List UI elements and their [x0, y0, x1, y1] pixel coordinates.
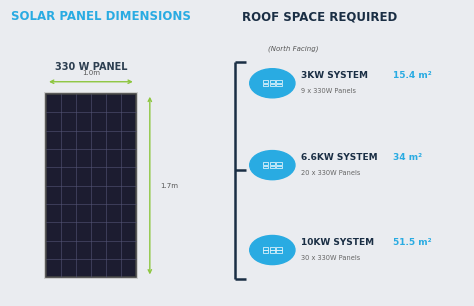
FancyBboxPatch shape — [276, 162, 282, 165]
FancyBboxPatch shape — [270, 80, 275, 83]
FancyBboxPatch shape — [276, 166, 282, 168]
FancyBboxPatch shape — [270, 84, 275, 86]
FancyBboxPatch shape — [263, 84, 268, 86]
Circle shape — [250, 151, 295, 180]
Text: 34 m²: 34 m² — [392, 153, 422, 162]
Text: 51.5 m²: 51.5 m² — [392, 238, 431, 247]
FancyBboxPatch shape — [263, 166, 268, 168]
FancyBboxPatch shape — [276, 84, 282, 86]
FancyBboxPatch shape — [270, 251, 275, 253]
Text: (North Facing): (North Facing) — [268, 45, 319, 52]
Circle shape — [250, 69, 295, 98]
Text: 9 x 330W Panels: 9 x 330W Panels — [301, 88, 356, 94]
Text: 10KW SYSTEM: 10KW SYSTEM — [301, 238, 374, 247]
FancyBboxPatch shape — [263, 80, 268, 83]
Text: 20 x 330W Panels: 20 x 330W Panels — [301, 170, 360, 176]
Text: 330 W PANEL: 330 W PANEL — [55, 62, 127, 72]
FancyBboxPatch shape — [276, 80, 282, 83]
FancyBboxPatch shape — [263, 247, 268, 250]
FancyBboxPatch shape — [263, 251, 268, 253]
FancyBboxPatch shape — [270, 166, 275, 168]
FancyBboxPatch shape — [276, 251, 282, 253]
FancyBboxPatch shape — [46, 94, 136, 277]
FancyBboxPatch shape — [270, 247, 275, 250]
Text: 1.0m: 1.0m — [82, 70, 100, 76]
FancyBboxPatch shape — [263, 162, 268, 165]
FancyBboxPatch shape — [276, 247, 282, 250]
Text: 1.7m: 1.7m — [160, 183, 178, 188]
Text: ROOF SPACE REQUIRED: ROOF SPACE REQUIRED — [242, 10, 397, 24]
Text: 3KW SYSTEM: 3KW SYSTEM — [301, 71, 368, 80]
Text: 30 x 330W Panels: 30 x 330W Panels — [301, 255, 360, 261]
Text: 6.6KW SYSTEM: 6.6KW SYSTEM — [301, 153, 377, 162]
FancyBboxPatch shape — [44, 92, 138, 279]
FancyBboxPatch shape — [270, 162, 275, 165]
Circle shape — [250, 236, 295, 265]
Text: SOLAR PANEL DIMENSIONS: SOLAR PANEL DIMENSIONS — [11, 10, 191, 24]
Text: 15.4 m²: 15.4 m² — [392, 71, 431, 80]
